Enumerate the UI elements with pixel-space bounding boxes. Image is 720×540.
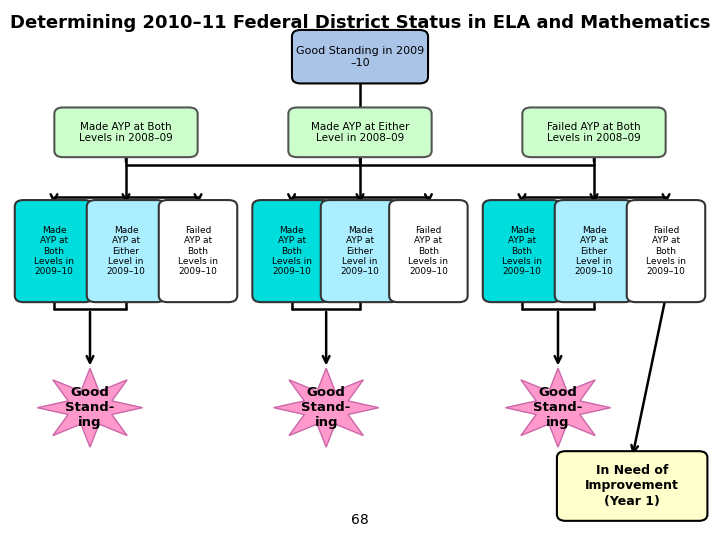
FancyBboxPatch shape [158, 200, 238, 302]
FancyBboxPatch shape [557, 451, 707, 521]
FancyBboxPatch shape [292, 30, 428, 83]
Text: Failed
AYP at
Both
Levels in
2009–10: Failed AYP at Both Levels in 2009–10 [646, 226, 686, 276]
Text: 68: 68 [351, 512, 369, 526]
Polygon shape [37, 368, 143, 447]
Text: Failed AYP at Both
Levels in 2008–09: Failed AYP at Both Levels in 2008–09 [547, 122, 641, 143]
Text: Made AYP at Either
Level in 2008–09: Made AYP at Either Level in 2008–09 [311, 122, 409, 143]
FancyBboxPatch shape [482, 200, 562, 302]
Text: Good Standing in 2009
–10: Good Standing in 2009 –10 [296, 46, 424, 68]
Text: Failed
AYP at
Both
Levels in
2009–10: Failed AYP at Both Levels in 2009–10 [178, 226, 218, 276]
Polygon shape [274, 368, 379, 447]
FancyBboxPatch shape [626, 200, 706, 302]
FancyBboxPatch shape [55, 107, 197, 157]
Text: Made
AYP at
Both
Levels in
2009–10: Made AYP at Both Levels in 2009–10 [502, 226, 542, 276]
Text: Made AYP at Both
Levels in 2008–09: Made AYP at Both Levels in 2008–09 [79, 122, 173, 143]
FancyBboxPatch shape [522, 107, 665, 157]
Text: Made
AYP at
Both
Levels in
2009–10: Made AYP at Both Levels in 2009–10 [34, 226, 74, 276]
Text: Made
AYP at
Either
Level in
2009–10: Made AYP at Either Level in 2009–10 [107, 226, 145, 276]
Text: Good
Stand-
ing: Good Stand- ing [534, 386, 582, 429]
Text: Failed
AYP at
Both
Levels in
2009–10: Failed AYP at Both Levels in 2009–10 [408, 226, 449, 276]
Text: Made
AYP at
Either
Level in
2009–10: Made AYP at Either Level in 2009–10 [575, 226, 613, 276]
Text: Good
Stand-
ing: Good Stand- ing [66, 386, 114, 429]
FancyBboxPatch shape [253, 200, 331, 302]
Text: In Need of
Improvement
(Year 1): In Need of Improvement (Year 1) [585, 464, 679, 508]
Polygon shape [505, 368, 611, 447]
FancyBboxPatch shape [14, 200, 94, 302]
Text: Made
AYP at
Both
Levels in
2009–10: Made AYP at Both Levels in 2009–10 [271, 226, 312, 276]
Text: Made
AYP at
Either
Level in
2009–10: Made AYP at Either Level in 2009–10 [341, 226, 379, 276]
FancyBboxPatch shape [86, 200, 165, 302]
Text: Determining 2010–11 Federal District Status in ELA and Mathematics: Determining 2010–11 Federal District Sta… [10, 14, 710, 31]
FancyBboxPatch shape [554, 200, 634, 302]
FancyBboxPatch shape [288, 107, 431, 157]
FancyBboxPatch shape [389, 200, 468, 302]
Text: Good
Stand-
ing: Good Stand- ing [302, 386, 351, 429]
FancyBboxPatch shape [321, 200, 399, 302]
